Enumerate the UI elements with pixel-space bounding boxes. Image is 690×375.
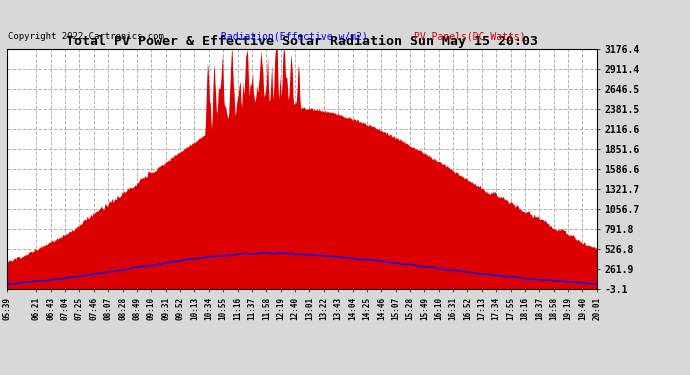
Text: PV Panels(DC Watts): PV Panels(DC Watts) <box>414 32 526 41</box>
Title: Total PV Power & Effective Solar Radiation Sun May 15 20:03: Total PV Power & Effective Solar Radiati… <box>66 34 538 48</box>
Text: Radiation(Effective w/m2): Radiation(Effective w/m2) <box>221 32 368 41</box>
Text: Copyright 2022 Cartronics.com: Copyright 2022 Cartronics.com <box>8 32 164 41</box>
